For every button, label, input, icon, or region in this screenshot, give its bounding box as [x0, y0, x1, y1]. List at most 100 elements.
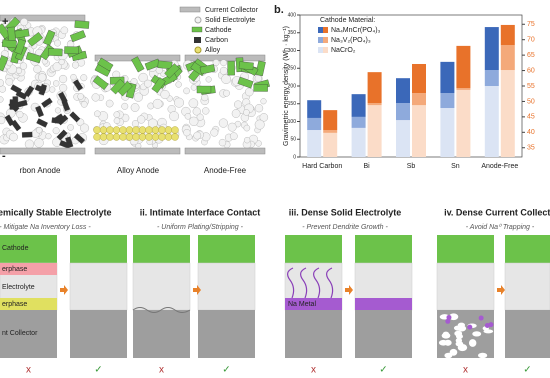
bar-segment [484, 27, 499, 71]
alloy [106, 133, 114, 141]
particle [77, 93, 84, 100]
dendrite [326, 267, 334, 299]
shard [0, 23, 11, 40]
shard [69, 111, 81, 123]
x-tick-label: Hard Carbon [302, 163, 342, 170]
particle [49, 86, 56, 93]
collector [0, 147, 86, 155]
particle [70, 73, 77, 81]
layer-label: Electrolyte [2, 284, 35, 291]
alloy [125, 126, 134, 134]
particle [189, 116, 199, 126]
icon [194, 16, 202, 24]
panel-title: iii. Dense Solid Electrolyte [289, 207, 402, 217]
particle [174, 97, 184, 108]
collector [0, 310, 57, 358]
y-tick-label: 400 [288, 12, 297, 18]
particle [33, 65, 42, 74]
legend: Alloy [205, 47, 221, 54]
panel-title: rochemically Stable Electrolyte [0, 207, 112, 217]
particle [9, 132, 18, 142]
y-label: Gravimetric energy density (Wh · kg⁻¹) [283, 26, 290, 146]
dendrite [300, 267, 308, 299]
particle [45, 133, 52, 140]
legend-label: Na₃V₂(PO₄)₃ [331, 37, 371, 44]
particle [34, 138, 44, 148]
particle [254, 119, 265, 130]
bar-segment [500, 70, 515, 157]
shard [92, 75, 109, 90]
electrolyte [69, 262, 128, 311]
shard [110, 78, 126, 95]
shard [51, 117, 63, 125]
void [472, 331, 482, 337]
verdict: ✓ [523, 365, 531, 376]
shard [35, 105, 44, 118]
particle [15, 67, 23, 74]
cathode [70, 235, 127, 263]
void [444, 339, 452, 346]
shard [227, 60, 235, 76]
verdict: ✓ [94, 365, 102, 376]
particle [196, 113, 204, 121]
bar-segment [484, 70, 499, 86]
particle [160, 89, 170, 100]
y2-tick-label: 50 [527, 98, 535, 105]
electrolyte [197, 262, 256, 311]
y2-tick-label: 40 [527, 129, 535, 136]
particle [175, 81, 182, 88]
na-metal [285, 298, 342, 310]
collector [505, 310, 550, 358]
shard [73, 133, 86, 144]
void [468, 339, 477, 347]
arrow [60, 285, 68, 295]
y2-tick-label: 65 [527, 52, 535, 59]
x-tick-label: Sb [407, 163, 416, 170]
particle [113, 111, 121, 118]
alloy [151, 133, 160, 141]
particle [259, 113, 269, 122]
void [454, 330, 463, 337]
bar-segment [412, 63, 426, 94]
particle [16, 110, 24, 119]
bar-segment [323, 110, 338, 131]
layer-label: Cathode [2, 245, 29, 252]
verdict: x [463, 365, 468, 376]
void [441, 332, 451, 339]
particle [91, 93, 100, 102]
particle [5, 77, 14, 86]
particle [58, 74, 68, 84]
alloy [164, 133, 173, 141]
particle [19, 62, 28, 70]
bar-segment [307, 100, 322, 118]
panel-subtitle: - Mitigate Na Inventory Loss - [0, 224, 91, 231]
alloy [145, 133, 153, 141]
y2-tick-label: 75 [527, 21, 535, 28]
plus: + [2, 16, 8, 28]
shard [237, 76, 254, 89]
shard [69, 30, 86, 43]
particle [144, 79, 152, 88]
bar-segment [351, 127, 366, 157]
particle [24, 139, 35, 149]
particle [218, 138, 227, 147]
bar-segment [323, 132, 338, 157]
alloy [99, 126, 108, 134]
y2-tick-label: 35 [527, 145, 535, 152]
label: Anode-Free [204, 166, 247, 175]
panel-subtitle: - Avoid Na⁰ Trapping - [466, 223, 535, 231]
particle [255, 140, 262, 147]
particle [80, 74, 88, 82]
y-tick-label: 150 [288, 101, 297, 107]
y2-tick-label: 60 [527, 67, 535, 74]
legend-title: Cathode Material: [320, 17, 375, 24]
alloy [138, 126, 147, 134]
particle [193, 131, 202, 140]
void [457, 343, 468, 352]
particle [201, 93, 209, 102]
legend: Solid Electrolyte [205, 17, 255, 24]
y2-tick-label: 55 [527, 83, 535, 90]
particle [58, 58, 65, 66]
panel-subtitle: - Uniform Plating/Stripping - [157, 224, 244, 231]
